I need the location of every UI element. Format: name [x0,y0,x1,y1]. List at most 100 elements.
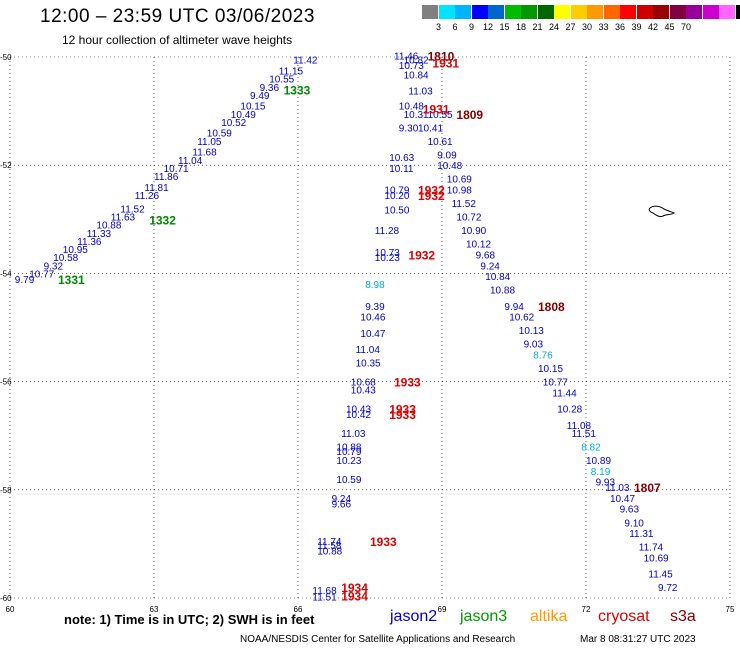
pass-time-label: 1934 [341,589,368,603]
satellite-legend-jason3: jason3 [460,608,508,625]
pass-time-label: 1932 [418,184,445,198]
x-tick-label: 72 [582,605,591,614]
wave-height-value: 9.09 [437,150,457,161]
wave-height-value: 11.03 [605,483,630,494]
wave-height-value: 11.05 [197,137,222,148]
island-outline [648,205,675,218]
wave-height-value: 10.35 [356,359,381,370]
y-tick-label: -58 [0,486,12,495]
wave-height-value: 11.51 [312,592,337,603]
wave-height-value: 10.31 [404,110,429,121]
wave-height-value: 9.93 [596,478,616,489]
color-scale-label: 30 [581,22,592,32]
wave-height-value: 11.03 [341,429,366,440]
wave-height-value: 11.52 [452,199,477,210]
credit-line: NOAA/NESDIS Center for Satellite Applica… [240,634,516,645]
wave-height-value: 10.88 [96,221,121,232]
color-swatch [488,5,504,19]
color-scale-label: 15 [499,22,510,32]
pass-time-label: 1333 [284,83,311,97]
wave-height-value: 10.77 [29,269,54,280]
wave-height-value: 10.41 [418,123,443,134]
color-swatch [455,5,471,19]
color-scale-label: 18 [515,22,526,32]
color-swatch [603,5,620,19]
wave-height-value: 10.48 [399,102,424,113]
wave-height-value: 10.71 [164,164,189,175]
pass-time-label: 1331 [58,273,85,287]
x-tick-label: 66 [294,605,303,614]
wave-height-value: 11.86 [154,172,179,183]
color-swatch [636,5,653,19]
wave-height-value: 10.23 [336,456,361,467]
wave-height-value: 11.15 [279,67,304,78]
wave-height-value: 9.63 [620,505,640,516]
color-swatch [570,5,587,19]
wave-height-value: 10.48 [437,161,462,172]
wave-height-value: 11.81 [144,183,169,194]
wave-height-value: 10.42 [346,410,371,421]
wave-height-value: 10.84 [404,70,429,81]
pass-time-label: 1808 [538,300,565,314]
wave-height-value: 10.73 [375,248,400,259]
x-tick-label: 69 [438,605,447,614]
wave-height-value: 10.63 [389,153,414,164]
wave-height-value: 11.45 [648,570,673,581]
wave-height-value: 11.68 [192,148,217,159]
wave-height-value: 10.62 [509,313,534,324]
color-scale-label: 3 [435,22,441,32]
color-swatch [537,5,554,19]
pass-time-label: 1810 [428,49,455,63]
wave-height-value: 9.79 [15,275,35,286]
wave-height-value: 9.24 [332,494,352,505]
wave-height-value: 9.49 [250,91,270,102]
color-swatch [521,5,537,19]
wave-height-value: 10.43 [346,405,371,416]
wave-height-value: 10.73 [399,61,424,72]
color-scale-label: 24 [548,22,559,32]
wave-height-value: 11.36 [77,237,102,248]
wave-height-value: 10.72 [456,213,481,224]
wave-height-value: 11.04 [356,345,381,356]
wave-height-value: 10.79 [336,447,361,458]
pass-time-label: 1933 [370,535,397,549]
color-swatch [653,5,669,19]
wave-height-value: 11.68 [312,586,337,597]
wave-height-value: 9.10 [624,518,644,529]
wave-height-value: 9.32 [44,261,64,272]
wave-height-value: 10.61 [428,137,453,148]
pass-time-label: 1934 [341,581,368,595]
y-tick-label: -60 [0,594,12,603]
wave-height-value: 11.04 [178,156,203,167]
pass-time-label: 1332 [149,213,176,227]
wave-height-value: 10.13 [519,326,544,337]
wave-height-value: 11.28 [375,226,400,237]
y-tick-label: -54 [0,269,12,278]
wave-height-value: 10.20 [384,191,409,202]
color-scale-label: 9 [468,22,474,32]
wave-height-value: 10.88 [336,443,361,454]
wave-height-value: 10.88 [490,286,515,297]
wave-height-value: 11.74 [317,537,342,548]
wave-height-value: 10.15 [240,102,265,113]
wave-height-value: 8.76 [533,351,553,362]
wave-height-value: 10.98 [447,186,472,197]
satellite-legend-s3a: s3a [670,608,696,625]
color-swatch [422,5,438,19]
wave-height-value: 10.59 [336,475,361,486]
wave-height-value: 10.69 [447,175,472,186]
pass-time-label: 1933 [389,408,416,422]
wave-height-value: 9.72 [658,583,678,594]
wave-height-value: 10.50 [384,206,409,217]
footnote: note: 1) Time is in UTC; 2) SWH is in fe… [64,612,315,627]
pass-time-label: 1931 [432,56,459,70]
x-tick-label: 75 [726,605,735,614]
wave-height-value: 10.28 [557,405,582,416]
color-scale-label: 21 [532,22,543,32]
pass-time-label: 1932 [418,189,445,203]
wave-height-value: 10.69 [644,553,669,564]
y-tick-label: -56 [0,378,12,387]
color-swatch [686,5,702,19]
wave-height-value: 11.51 [572,429,597,440]
wave-height-value: 10.47 [360,329,385,340]
